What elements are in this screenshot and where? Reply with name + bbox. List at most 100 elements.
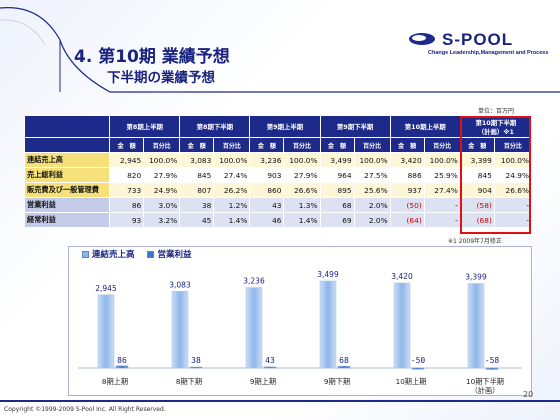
amount-header: 金 額 bbox=[249, 137, 285, 153]
table-cell: 27.9% bbox=[143, 167, 181, 183]
table-cell: 27.5% bbox=[353, 167, 391, 183]
legend-label-sales: 連結売上高 bbox=[92, 250, 135, 260]
period-header: 第9期下半期 bbox=[319, 115, 391, 138]
table-cell: 807 bbox=[179, 182, 215, 198]
table-cell: 733 bbox=[109, 182, 145, 198]
data-label-operating: 43 bbox=[265, 356, 275, 365]
bar-operating bbox=[485, 367, 499, 370]
unit-label: 単位：百万円 bbox=[478, 108, 515, 115]
bar-operating bbox=[411, 367, 425, 370]
table-cell: 100.0% bbox=[423, 152, 461, 168]
table-cell: 69 bbox=[319, 212, 355, 228]
data-label-sales: 3,420 bbox=[391, 272, 413, 281]
legend-item-operating: 営業利益 bbox=[147, 250, 192, 260]
table-cell: 904 bbox=[459, 182, 495, 198]
table-cell: 3.2% bbox=[143, 212, 181, 228]
amount-header: 金 額 bbox=[319, 137, 355, 153]
table-row: 売上総利益 820 27.9% 845 27.4% 903 27.9% 964 … bbox=[23, 167, 533, 183]
table-cell: 2.0% bbox=[353, 197, 391, 213]
bar-sales bbox=[97, 294, 115, 369]
table-cell: 1.4% bbox=[283, 212, 321, 228]
table-cell: 68 bbox=[319, 197, 355, 213]
table-cell: 100.0% bbox=[143, 152, 181, 168]
table-cell-negative: (50) bbox=[389, 197, 425, 213]
bar-sales bbox=[171, 291, 189, 369]
chart-frame bbox=[68, 246, 532, 396]
table-cell: 937 bbox=[389, 182, 425, 198]
table-cell-negative: (58) bbox=[459, 197, 495, 213]
table-cell: 100.0% bbox=[213, 152, 251, 168]
row-label: 売上総利益 bbox=[23, 167, 111, 183]
row-label: 経常利益 bbox=[23, 212, 111, 228]
table-cell: 25.9% bbox=[423, 167, 461, 183]
logo-tagline: Change Leadership,Management and Process bbox=[428, 50, 549, 56]
table-cell: 1.4% bbox=[213, 212, 251, 228]
bar-sales bbox=[467, 283, 485, 369]
table-cell: 3,399 bbox=[459, 152, 495, 168]
table-header-row: 第8期上半期 第8期下半期 第9期上半期 第9期下半期 第10期上半期 第10期… bbox=[23, 115, 533, 138]
table-cell: 1.2% bbox=[213, 197, 251, 213]
data-label-sales: 3,399 bbox=[465, 272, 487, 281]
forecast-period-header: 第10期下半期 （計画）※1 bbox=[459, 115, 533, 138]
logo-name: S-POOL bbox=[442, 30, 514, 49]
company-logo: S-POOL Change Leadership,Management and … bbox=[400, 30, 548, 62]
row-label: 販売費及び一般管理費 bbox=[23, 182, 111, 198]
bar-operating bbox=[337, 366, 351, 369]
page-subtitle: 下半期の業績予想 bbox=[107, 70, 215, 86]
table-cell: 24.9% bbox=[493, 167, 533, 183]
table-row: 営業利益 86 3.0% 38 1.2% 43 1.3% 68 2.0% (50… bbox=[23, 197, 533, 213]
data-label-operating: -58 bbox=[485, 356, 500, 365]
table-cell: 886 bbox=[389, 167, 425, 183]
ratio-header: 百分比 bbox=[143, 137, 181, 153]
table-cell: 964 bbox=[319, 167, 355, 183]
copyright: Copyright ©1999-2009 S-Pool Inc. All Rig… bbox=[4, 406, 166, 413]
table-cell: 845 bbox=[459, 167, 495, 183]
period-header: 第8期上半期 bbox=[109, 115, 181, 138]
bar-operating bbox=[189, 366, 203, 369]
legend-label-operating: 営業利益 bbox=[157, 250, 192, 260]
page-number: 20 bbox=[523, 390, 534, 399]
category-label: 9期下期 bbox=[324, 377, 350, 386]
table-cell: 27.9% bbox=[283, 167, 321, 183]
amount-header: 金 額 bbox=[179, 137, 215, 153]
amount-header: 金 額 bbox=[109, 137, 145, 153]
data-label-sales: 2,945 bbox=[95, 284, 117, 293]
data-label-operating: -50 bbox=[411, 356, 426, 365]
bar-sales bbox=[393, 282, 411, 369]
table-row: 販売費及び一般管理費 733 24.9% 807 26.2% 860 26.6%… bbox=[23, 182, 533, 198]
table-cell: 43 bbox=[249, 197, 285, 213]
bar-sales bbox=[319, 280, 337, 369]
table-cell-negative: (68) bbox=[459, 212, 495, 228]
logo-mark-icon bbox=[409, 33, 435, 45]
category-label: 10期上期 bbox=[396, 377, 427, 386]
table-cell: 820 bbox=[109, 167, 145, 183]
table-cell: 100.0% bbox=[353, 152, 391, 168]
data-label-sales: 3,499 bbox=[317, 270, 339, 279]
period-header: 第10期上半期 bbox=[389, 115, 461, 138]
table-cell: 86 bbox=[109, 197, 145, 213]
table-cell: 3,420 bbox=[389, 152, 425, 168]
table-row: 連結売上高 2,945 100.0% 3,083 100.0% 3,236 10… bbox=[23, 152, 533, 168]
forecast-period-line2: （計画）※1 bbox=[477, 127, 514, 136]
financial-table: 第8期上半期 第8期下半期 第9期上半期 第9期下半期 第10期上半期 第10期… bbox=[23, 115, 533, 228]
table-cell: 26.6% bbox=[283, 182, 321, 198]
table-cell: 38 bbox=[179, 197, 215, 213]
bar-chart: 2,945 86 8期上期 3,083 38 8期下期 3,236 43 9期上期 3,499 68… bbox=[78, 270, 522, 394]
table-cell: 27.4% bbox=[213, 167, 251, 183]
table-cell: 27.4% bbox=[423, 182, 461, 198]
table-cell: 100.0% bbox=[283, 152, 321, 168]
data-label-operating: 38 bbox=[191, 356, 201, 365]
table-cell: 3,083 bbox=[179, 152, 215, 168]
table-cell: 3.0% bbox=[143, 197, 181, 213]
ratio-header: 百分比 bbox=[423, 137, 461, 153]
data-label-sales: 3,236 bbox=[243, 277, 265, 286]
row-label: 連結売上高 bbox=[23, 152, 111, 168]
legend-item-sales: 連結売上高 bbox=[82, 250, 135, 260]
table-cell: 25.6% bbox=[353, 182, 391, 198]
ratio-header: 百分比 bbox=[353, 137, 391, 153]
legend-swatch-operating bbox=[147, 251, 155, 258]
table-cell: - bbox=[423, 197, 461, 213]
period-header: 第9期上半期 bbox=[249, 115, 321, 138]
table-cell: 24.9% bbox=[143, 182, 181, 198]
